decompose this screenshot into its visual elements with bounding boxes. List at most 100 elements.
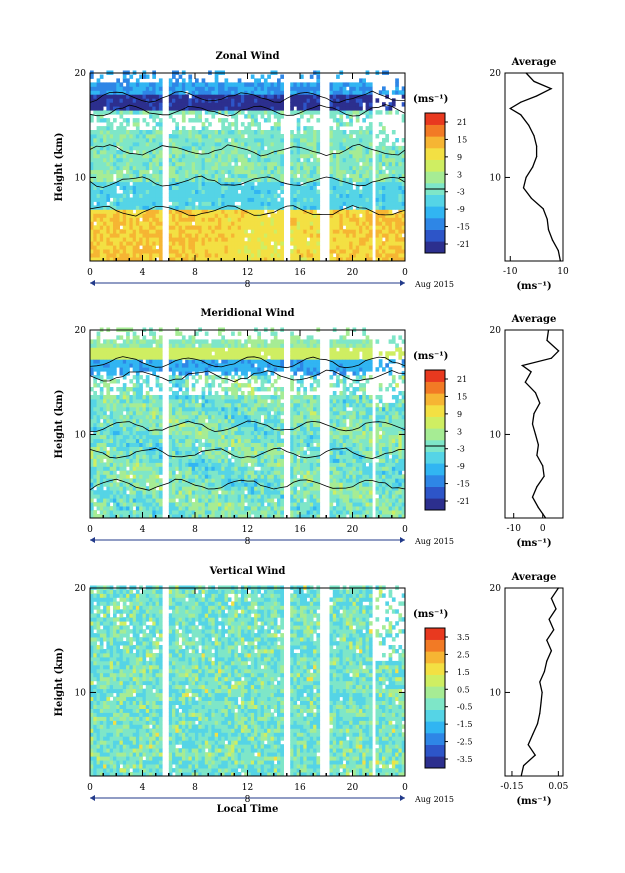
heatmap-cell [90, 363, 94, 368]
heatmap-cell [191, 197, 196, 202]
heatmap-cell [214, 138, 219, 143]
heatmap-cell [155, 414, 160, 420]
heatmap-cell [135, 134, 140, 139]
heatmap-cell [195, 161, 199, 167]
heatmap-cell [208, 249, 212, 254]
heatmap-cell [113, 418, 117, 424]
heatmap-cell [254, 197, 258, 202]
heatmap-cell [158, 339, 163, 344]
profile-point [542, 208, 544, 210]
heatmap-cell [90, 402, 94, 408]
heatmap-cell [250, 257, 255, 262]
heatmap-cell [106, 169, 111, 175]
heatmap-cell [99, 201, 104, 206]
heatmap-cell [280, 197, 284, 202]
heatmap-cell [201, 106, 206, 111]
heatmap-cell [368, 169, 373, 175]
heatmap-cell [155, 462, 160, 467]
heatmap-cell [126, 482, 130, 487]
heatmap-cell [158, 514, 163, 519]
heatmap-cell [345, 181, 350, 186]
heatmap-cell [172, 241, 176, 246]
heatmap-cell [135, 209, 140, 214]
heatmap-cell [303, 205, 307, 210]
heatmap-cell [388, 185, 393, 190]
heatmap-cell [122, 387, 127, 392]
heatmap-cell [158, 434, 163, 440]
heatmap-cell [211, 82, 216, 87]
heatmap-cell [178, 134, 183, 139]
heatmap-cell [122, 474, 127, 479]
heatmap-cell [401, 145, 406, 151]
heatmap-cell [382, 153, 386, 159]
heatmap-cell [129, 410, 134, 416]
heatmap-cell [99, 82, 104, 87]
heatmap-cell [218, 249, 222, 254]
heatmap-cell [355, 253, 360, 258]
heatmap-cell [155, 438, 160, 443]
heatmap-cell [96, 375, 101, 380]
heatmap-cell [352, 241, 357, 246]
heatmap-cell [336, 98, 340, 103]
heatmap-cell [300, 233, 304, 238]
heatmap-cell [113, 398, 117, 404]
heatmap-cell [204, 149, 209, 155]
heatmap-cell [139, 406, 143, 412]
heatmap-cell [273, 217, 278, 222]
heatmap-cell [221, 90, 225, 95]
heatmap-cell [280, 229, 284, 234]
heatmap-cell [247, 257, 252, 262]
heatmap-cell [247, 138, 252, 143]
heatmap-cell [359, 241, 363, 246]
heatmap-cell [231, 241, 235, 246]
heatmap-cell [155, 205, 160, 210]
heatmap-cell [257, 90, 261, 95]
heatmap-cell [155, 470, 160, 475]
heatmap-cell [139, 229, 143, 234]
heatmap-cell [175, 221, 179, 226]
heatmap-cell [293, 225, 298, 230]
heatmap-cell [132, 422, 137, 428]
heatmap-cell [132, 442, 137, 447]
heatmap-cell [277, 253, 281, 258]
heatmap-cell [309, 153, 314, 159]
heatmap-cell [185, 257, 189, 262]
heatmap-cell [224, 145, 229, 151]
heatmap-cell [96, 466, 101, 471]
heatmap-cell [214, 130, 219, 135]
heatmap-cell [109, 398, 114, 404]
heatmap-cell [152, 410, 156, 416]
heatmap-cell [158, 395, 163, 400]
heatmap-cell [132, 86, 137, 91]
heatmap-cell [139, 490, 143, 495]
heatmap-cell [395, 138, 399, 143]
heatmap-cell [126, 502, 130, 507]
heatmap-cell [355, 173, 360, 179]
heatmap-cell [273, 110, 278, 115]
heatmap-cell [168, 395, 173, 400]
heatmap-cell [155, 359, 160, 364]
heatmap-cell [270, 126, 275, 131]
heatmap-cell [172, 98, 176, 103]
heatmap-cell [195, 157, 199, 163]
heatmap-cell [221, 241, 225, 246]
heatmap-cell [113, 157, 117, 163]
heatmap-cell [152, 371, 156, 376]
heatmap-cell [303, 193, 307, 198]
heatmap-cell [90, 82, 94, 87]
heatmap-cell [135, 82, 140, 87]
heatmap-cell [352, 229, 357, 234]
heatmap-cell [145, 74, 150, 79]
heatmap-cell [93, 149, 97, 155]
heatmap-cell [96, 157, 101, 163]
heatmap-cell [290, 189, 294, 194]
heatmap-cell [273, 153, 278, 159]
heatmap-cell [135, 414, 140, 420]
colorbar-swatch [425, 206, 445, 219]
heatmap-cell [195, 213, 199, 218]
heatmap-cell [93, 181, 97, 186]
heatmap-cell [129, 134, 134, 139]
heatmap-cell [368, 177, 373, 183]
heatmap-cell [332, 94, 337, 99]
heatmap-cell [355, 249, 360, 254]
